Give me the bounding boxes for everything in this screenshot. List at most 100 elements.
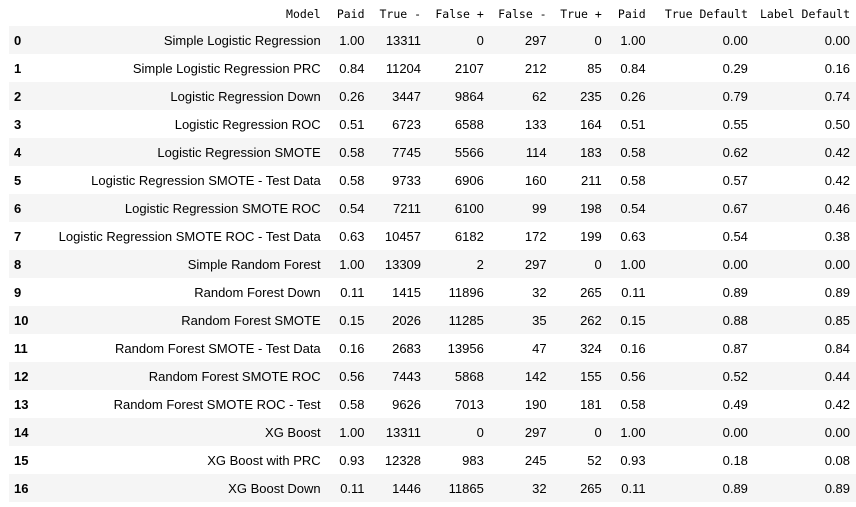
row-index: 2 bbox=[14, 88, 22, 104]
label-default-cell: 0.84 bbox=[824, 340, 850, 356]
model-cell: Simple Random Forest bbox=[187, 256, 321, 272]
label-default-cell: 0.00 bbox=[824, 424, 850, 440]
table-row: 2 Logistic Regression Down 0.26 3447 9864 62 2… bbox=[9, 82, 856, 110]
paid-cell: 0.56 bbox=[339, 368, 365, 384]
false-positive-cell: 11285 bbox=[448, 312, 484, 328]
true-negative-cell: 3447 bbox=[392, 88, 422, 104]
column-header-false-positive: False + bbox=[435, 7, 484, 21]
true-positive-cell: 164 bbox=[580, 116, 602, 132]
paid-cell: 0.63 bbox=[339, 228, 365, 244]
false-negative-cell: 32 bbox=[532, 480, 547, 496]
false-negative-cell: 160 bbox=[524, 172, 547, 188]
row-index: 6 bbox=[14, 200, 22, 216]
row-index: 9 bbox=[14, 284, 22, 300]
paid-cell: 0.58 bbox=[339, 172, 365, 188]
true-negative-cell: 9733 bbox=[392, 172, 422, 188]
true-positive-cell: 155 bbox=[580, 368, 602, 384]
true-positive-cell: 211 bbox=[581, 172, 602, 188]
label-default-cell: 0.08 bbox=[824, 452, 850, 468]
true-negative-cell: 6723 bbox=[392, 116, 422, 132]
false-positive-cell: 6100 bbox=[454, 200, 484, 216]
label-default-cell: 0.42 bbox=[824, 172, 850, 188]
true-negative-cell: 12328 bbox=[384, 452, 422, 468]
label-default-cell: 0.16 bbox=[824, 60, 850, 76]
column-header-paid-2: Paid bbox=[617, 7, 646, 21]
false-negative-cell: 172 bbox=[524, 228, 547, 244]
false-positive-cell: 5566 bbox=[454, 144, 484, 160]
model-cell: Random Forest SMOTE ROC bbox=[148, 368, 321, 384]
true-positive-cell: 324 bbox=[580, 340, 602, 356]
label-default-cell: 0.89 bbox=[824, 480, 850, 496]
paid-cell: 0.15 bbox=[339, 312, 365, 328]
model-cell: Logistic Regression SMOTE - Test Data bbox=[91, 172, 321, 188]
model-cell: Random Forest Down bbox=[194, 284, 321, 300]
label-default-cell: 0.46 bbox=[824, 200, 850, 216]
column-header-true-positive: True + bbox=[560, 7, 602, 21]
row-index: 15 bbox=[14, 452, 29, 468]
paid-cell: 1.00 bbox=[339, 424, 365, 440]
paid-2-cell: 0.15 bbox=[620, 312, 646, 328]
column-header-false-negative: False - bbox=[498, 7, 547, 21]
true-negative-cell: 7745 bbox=[392, 144, 422, 160]
paid-2-cell: 1.00 bbox=[620, 256, 646, 272]
row-index: 5 bbox=[14, 172, 22, 188]
label-default-cell: 0.44 bbox=[824, 368, 850, 384]
false-negative-cell: 133 bbox=[524, 116, 547, 132]
column-header-true-default: True Default bbox=[664, 7, 748, 21]
true-negative-cell: 13311 bbox=[385, 32, 422, 48]
true-negative-cell: 2026 bbox=[392, 312, 422, 328]
paid-cell: 0.84 bbox=[339, 60, 365, 76]
table-row: 8 Simple Random Forest 1.00 13309 2 297 0 1.00 0… bbox=[9, 250, 856, 278]
true-negative-cell: 13309 bbox=[384, 256, 422, 272]
paid-2-cell: 0.58 bbox=[620, 144, 646, 160]
false-positive-cell: 5868 bbox=[454, 368, 484, 384]
model-cell: XG Boost bbox=[265, 424, 321, 440]
false-positive-cell: 7013 bbox=[454, 396, 484, 412]
true-negative-cell: 11204 bbox=[385, 60, 422, 76]
false-positive-cell: 13956 bbox=[447, 340, 484, 356]
model-cell: Logistic Regression SMOTE bbox=[157, 144, 321, 160]
header-row: Model Paid True - False + False - True +… bbox=[9, 2, 856, 26]
label-default-cell: 0.74 bbox=[824, 88, 850, 104]
paid-2-cell: 0.11 bbox=[621, 480, 646, 496]
false-positive-cell: 6588 bbox=[454, 116, 484, 132]
label-default-cell: 0.42 bbox=[824, 144, 850, 160]
true-negative-cell: 7211 bbox=[393, 200, 422, 216]
true-positive-cell: 0 bbox=[594, 32, 602, 48]
true-negative-cell: 1446 bbox=[392, 480, 422, 496]
model-cell: Simple Logistic Regression PRC bbox=[132, 60, 321, 76]
false-positive-cell: 0 bbox=[476, 32, 484, 48]
table-row: 3 Logistic Regression ROC 0.51 6723 6588 133 1… bbox=[9, 110, 856, 138]
model-cell: Logistic Regression Down bbox=[170, 88, 321, 104]
paid-2-cell: 0.11 bbox=[621, 284, 646, 300]
model-cell: XG Boost with PRC bbox=[207, 452, 321, 468]
table-row: 12 Random Forest SMOTE ROC 0.56 7443 5868 142… bbox=[9, 362, 856, 390]
row-index: 16 bbox=[14, 480, 29, 496]
model-cell: Logistic Regression ROC bbox=[174, 116, 321, 132]
true-default-cell: 0.54 bbox=[722, 228, 748, 244]
true-default-cell: 0.87 bbox=[722, 340, 748, 356]
table-row: 0 Simple Logistic Regression 1.00 13311 0 297… bbox=[9, 26, 856, 54]
table-row: 1 Simple Logistic Regression PRC 0.84 11204… bbox=[9, 54, 856, 82]
table-row: 16 XG Boost Down 0.11 1446 11865 32 265 0.11 0.8… bbox=[9, 474, 856, 502]
row-index: 11 bbox=[14, 340, 28, 356]
row-index: 12 bbox=[14, 368, 29, 384]
true-positive-cell: 85 bbox=[587, 60, 602, 76]
table-row: 11 Random Forest SMOTE - Test Data 0.16 268… bbox=[9, 334, 856, 362]
paid-2-cell: 0.58 bbox=[620, 396, 646, 412]
false-negative-cell: 47 bbox=[532, 340, 547, 356]
label-default-cell: 0.42 bbox=[824, 396, 850, 412]
model-cell: Simple Logistic Regression bbox=[163, 32, 321, 48]
label-default-cell: 0.00 bbox=[824, 256, 850, 272]
true-positive-cell: 0 bbox=[594, 424, 602, 440]
false-negative-cell: 297 bbox=[524, 32, 547, 48]
paid-2-cell: 0.54 bbox=[620, 200, 646, 216]
false-positive-cell: 11865 bbox=[448, 480, 484, 496]
row-index: 0 bbox=[14, 32, 22, 48]
false-positive-cell: 983 bbox=[462, 452, 484, 468]
paid-2-cell: 0.84 bbox=[620, 60, 646, 76]
false-positive-cell: 6906 bbox=[454, 172, 484, 188]
model-cell: Random Forest SMOTE - Test Data bbox=[115, 340, 321, 356]
column-header-model: Model bbox=[286, 7, 321, 21]
table-row: 10 Random Forest SMOTE 0.15 2026 11285 35 262 0… bbox=[9, 306, 856, 334]
